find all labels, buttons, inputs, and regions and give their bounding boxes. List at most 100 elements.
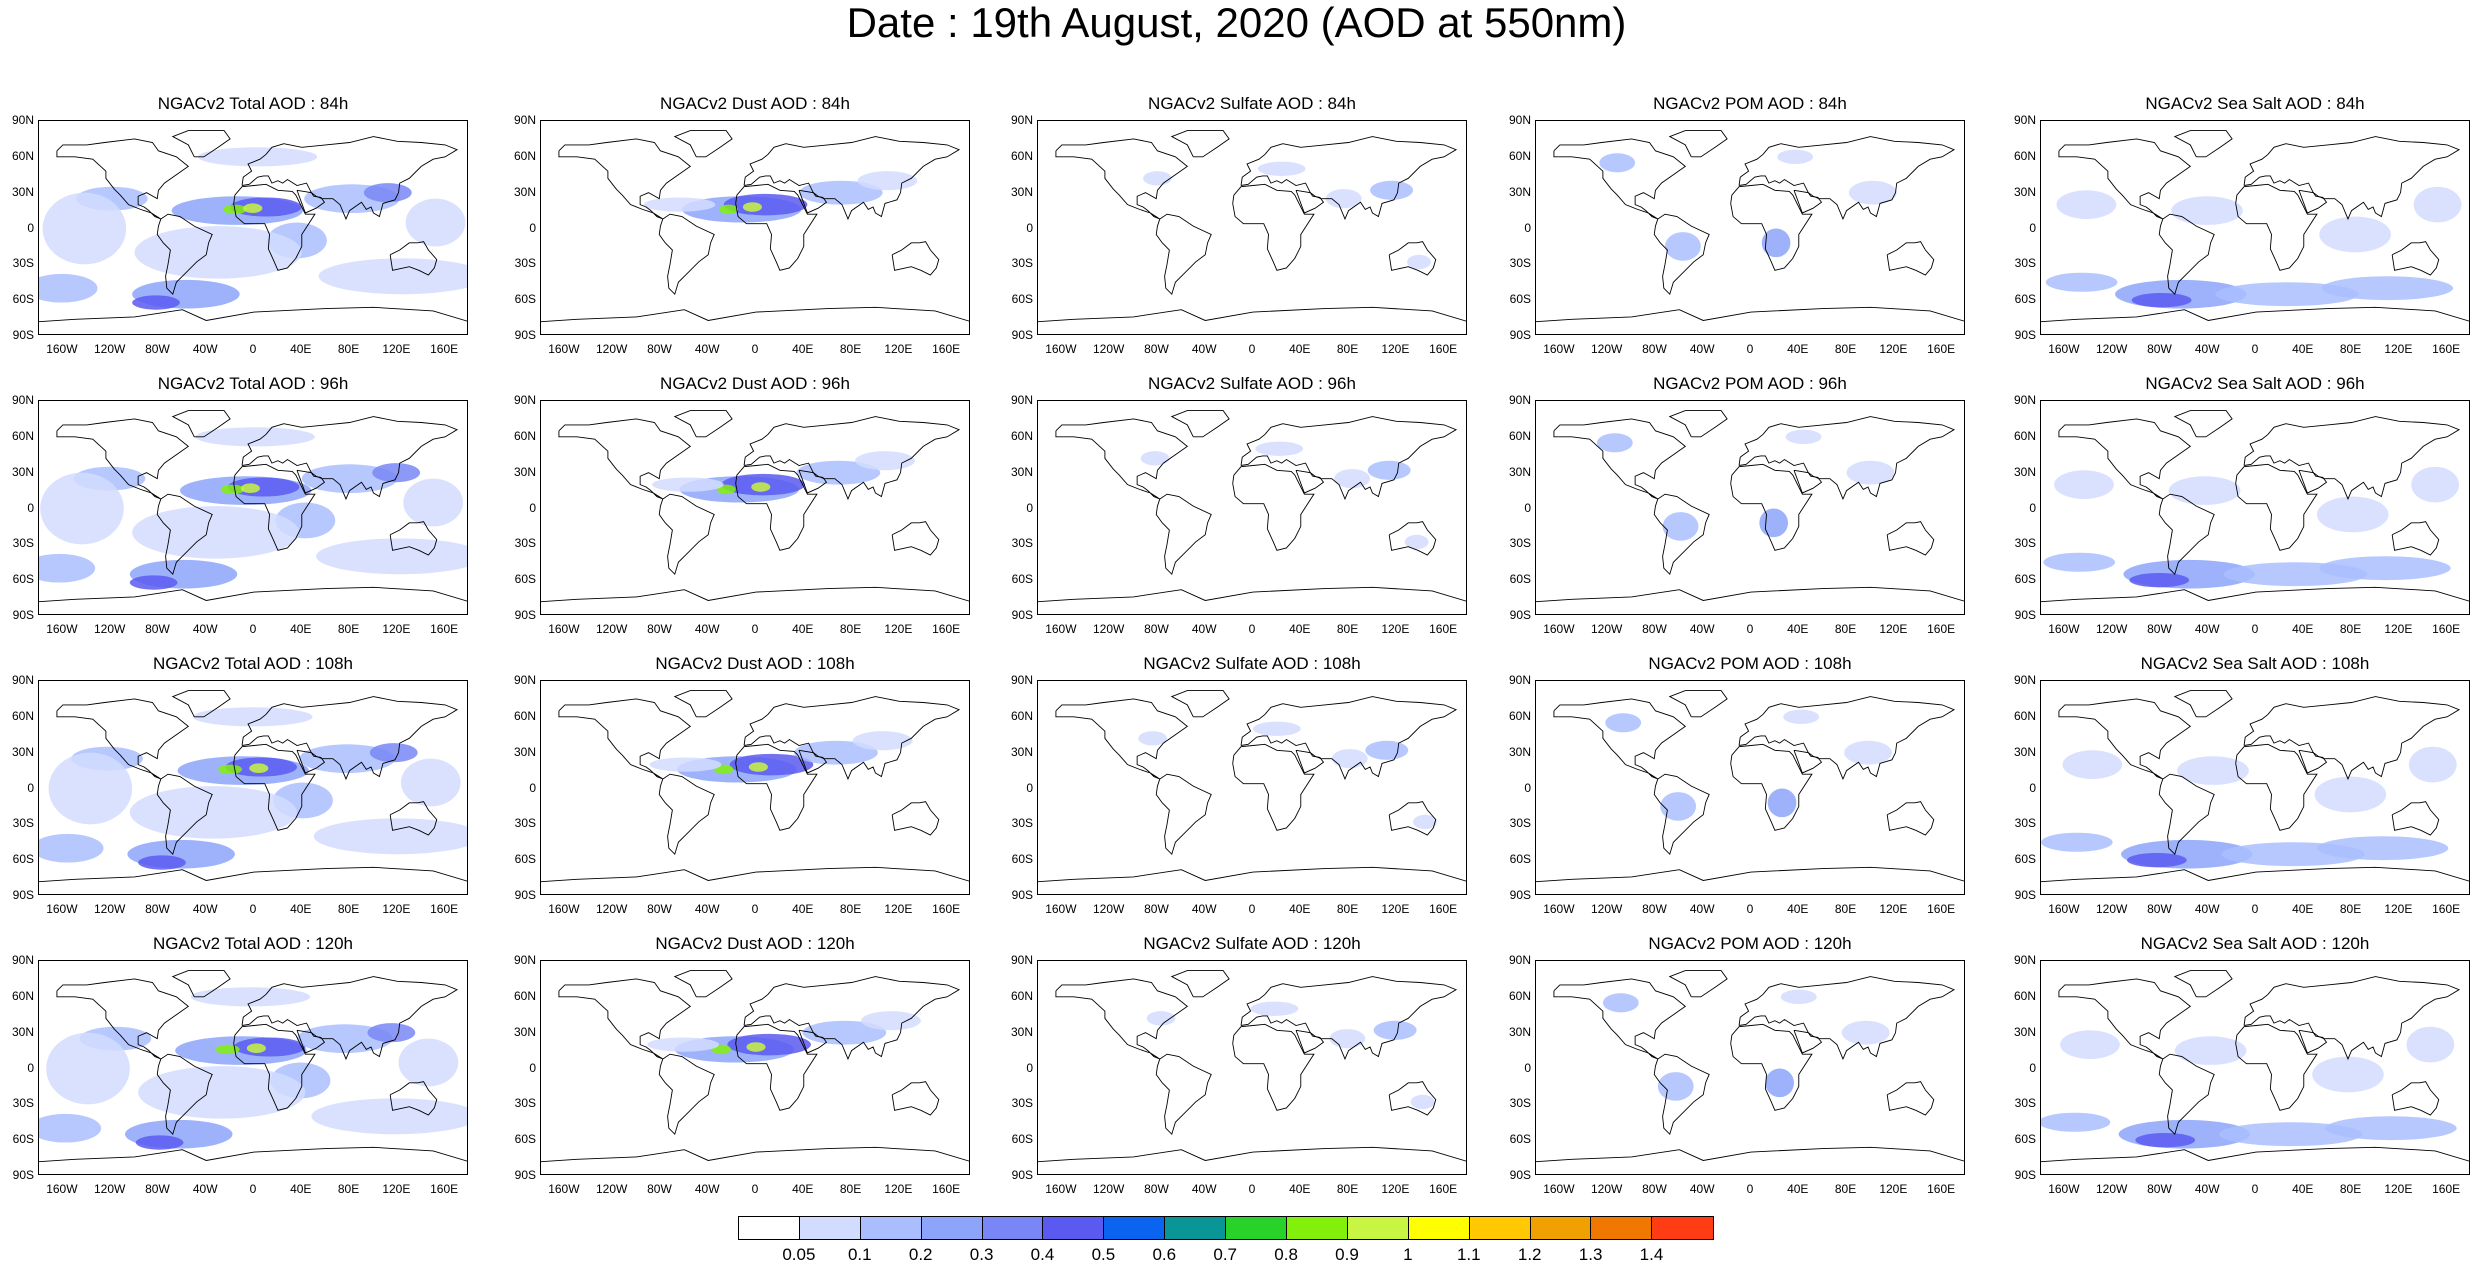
world-map	[2041, 130, 2469, 323]
coastline	[1793, 189, 1823, 214]
aerosol-plume	[39, 833, 104, 863]
longitude-tick-label: 40W	[694, 1182, 720, 1196]
aerosol-plume	[1662, 512, 1699, 541]
latitude-tick-label: 60S	[1011, 572, 1033, 587]
latitude-tick-label: 0	[2029, 780, 2036, 795]
latitude-tick-label: 60S	[1509, 292, 1531, 307]
coastline	[56, 418, 190, 500]
coastline	[233, 183, 316, 271]
map-panel	[540, 400, 970, 615]
latitude-tick-label: 60N	[2013, 988, 2036, 1003]
aerosol-plume	[1138, 731, 1167, 746]
longitude-tick-label: 80E	[337, 1182, 360, 1196]
longitude-tick-label: 40W	[192, 342, 218, 356]
longitude-tick-label: 40W	[2194, 622, 2220, 636]
coastline	[1155, 213, 1212, 296]
longitude-tick-label: 160E	[1429, 622, 1458, 636]
coastline	[798, 749, 828, 774]
longitude-tick-label: 120W	[2095, 902, 2128, 916]
coastline	[171, 690, 231, 718]
coastline	[1170, 130, 1230, 158]
aerosol-plume	[311, 1098, 467, 1135]
coastline	[171, 130, 231, 158]
latitude-tick-label: 30N	[1508, 1024, 1531, 1039]
longitude-tick-label: 80W	[2147, 1182, 2172, 1196]
coastline	[1536, 1146, 1964, 1163]
aerosol-plume	[2312, 1056, 2384, 1093]
coastline	[2173, 130, 2233, 158]
longitude-tick-label: 120E	[884, 1182, 913, 1196]
latitude-tick-label: 30N	[1010, 744, 1033, 759]
latitude-tick-label: 0	[27, 780, 34, 795]
aerosol-plume	[746, 1042, 766, 1052]
latitude-tick-label: 90N	[11, 393, 34, 407]
aerosol-plume	[1250, 1001, 1299, 1016]
latitude-tick-label: 60S	[12, 292, 34, 307]
coastline	[2158, 773, 2215, 856]
latitude-tick-label: 30N	[513, 744, 536, 759]
latitude-tick-label: 0	[1026, 780, 1033, 795]
aerosol-plume	[1367, 460, 1411, 480]
coastline	[156, 1053, 213, 1136]
longitude-tick-label: 80W	[1642, 1182, 1667, 1196]
latitude-tick-label: 90N	[2013, 673, 2036, 687]
longitude-tick-label: 160E	[1429, 902, 1458, 916]
map-panel	[1037, 960, 1467, 1175]
longitude-tick-label: 0	[1746, 1182, 1754, 1196]
latitude-tick-label: 0	[1524, 780, 1531, 795]
coastline	[2041, 1146, 2469, 1163]
aerosol-plume	[2060, 1030, 2120, 1059]
longitude-tick-label: 160W	[1045, 342, 1077, 356]
coastline	[798, 189, 828, 214]
map-panel	[1535, 120, 1965, 335]
latitude-tick-label: 90S	[12, 888, 34, 902]
latitude-tick-label: 0	[1524, 500, 1531, 515]
longitude-tick-label: 120E	[2384, 902, 2413, 916]
coastline	[1886, 241, 1935, 276]
aerosol-plume	[129, 575, 178, 590]
colorbar-swatch	[739, 1217, 800, 1239]
coastline	[2243, 416, 2461, 501]
coastline	[891, 1081, 940, 1116]
aerosol-plume	[39, 553, 96, 583]
coastline	[241, 416, 459, 501]
coastline	[156, 213, 213, 296]
longitude-tick-label: 120W	[595, 902, 628, 916]
coastline	[1886, 1081, 1935, 1116]
coastline	[673, 970, 733, 998]
coastline	[2391, 241, 2440, 276]
longitude-tick-label: 80E	[2339, 622, 2362, 636]
world-map	[541, 690, 969, 883]
latitude-tick-label: 60N	[513, 428, 536, 443]
map-panel	[38, 400, 468, 615]
longitude-tick-label: 80W	[647, 902, 672, 916]
latitude-tick-label: 90N	[11, 673, 34, 687]
latitude-tick-label: 0	[2029, 1060, 2036, 1075]
aerosol-plume	[400, 758, 461, 807]
longitude-tick-label: 80E	[337, 342, 360, 356]
colorbar-label: 1.3	[1578, 1245, 1603, 1264]
longitude-tick-label: 80W	[1144, 902, 1169, 916]
world-map	[1536, 130, 1964, 323]
aerosol-plume	[249, 763, 269, 773]
coastline	[389, 1081, 438, 1116]
coastline	[558, 978, 692, 1060]
world-map	[39, 410, 467, 603]
latitude-tick-label: 90S	[1509, 328, 1531, 342]
latitude-tick-label: 0	[27, 500, 34, 515]
latitude-tick-label: 90N	[1508, 673, 1531, 687]
coastline	[1232, 463, 1315, 551]
longitude-tick-label: 120E	[382, 622, 411, 636]
longitude-tick-label: 160W	[1543, 1182, 1575, 1196]
latitude-tick-label: 0	[1026, 220, 1033, 235]
latitude-tick-label: 90N	[1508, 393, 1531, 407]
latitude-tick-label: 30S	[12, 816, 34, 831]
panel-title: NGACv2 Total AOD : 84h	[157, 94, 349, 113]
coastline	[1668, 130, 1728, 158]
aerosol-plume	[2321, 276, 2454, 301]
coastline	[1240, 136, 1458, 221]
latitude-tick-label: 60S	[12, 1132, 34, 1147]
panel-title: NGACv2 Sulfate AOD : 108h	[1143, 654, 1361, 673]
latitude-tick-label: 60S	[514, 292, 536, 307]
aerosol-plume	[1404, 534, 1429, 550]
